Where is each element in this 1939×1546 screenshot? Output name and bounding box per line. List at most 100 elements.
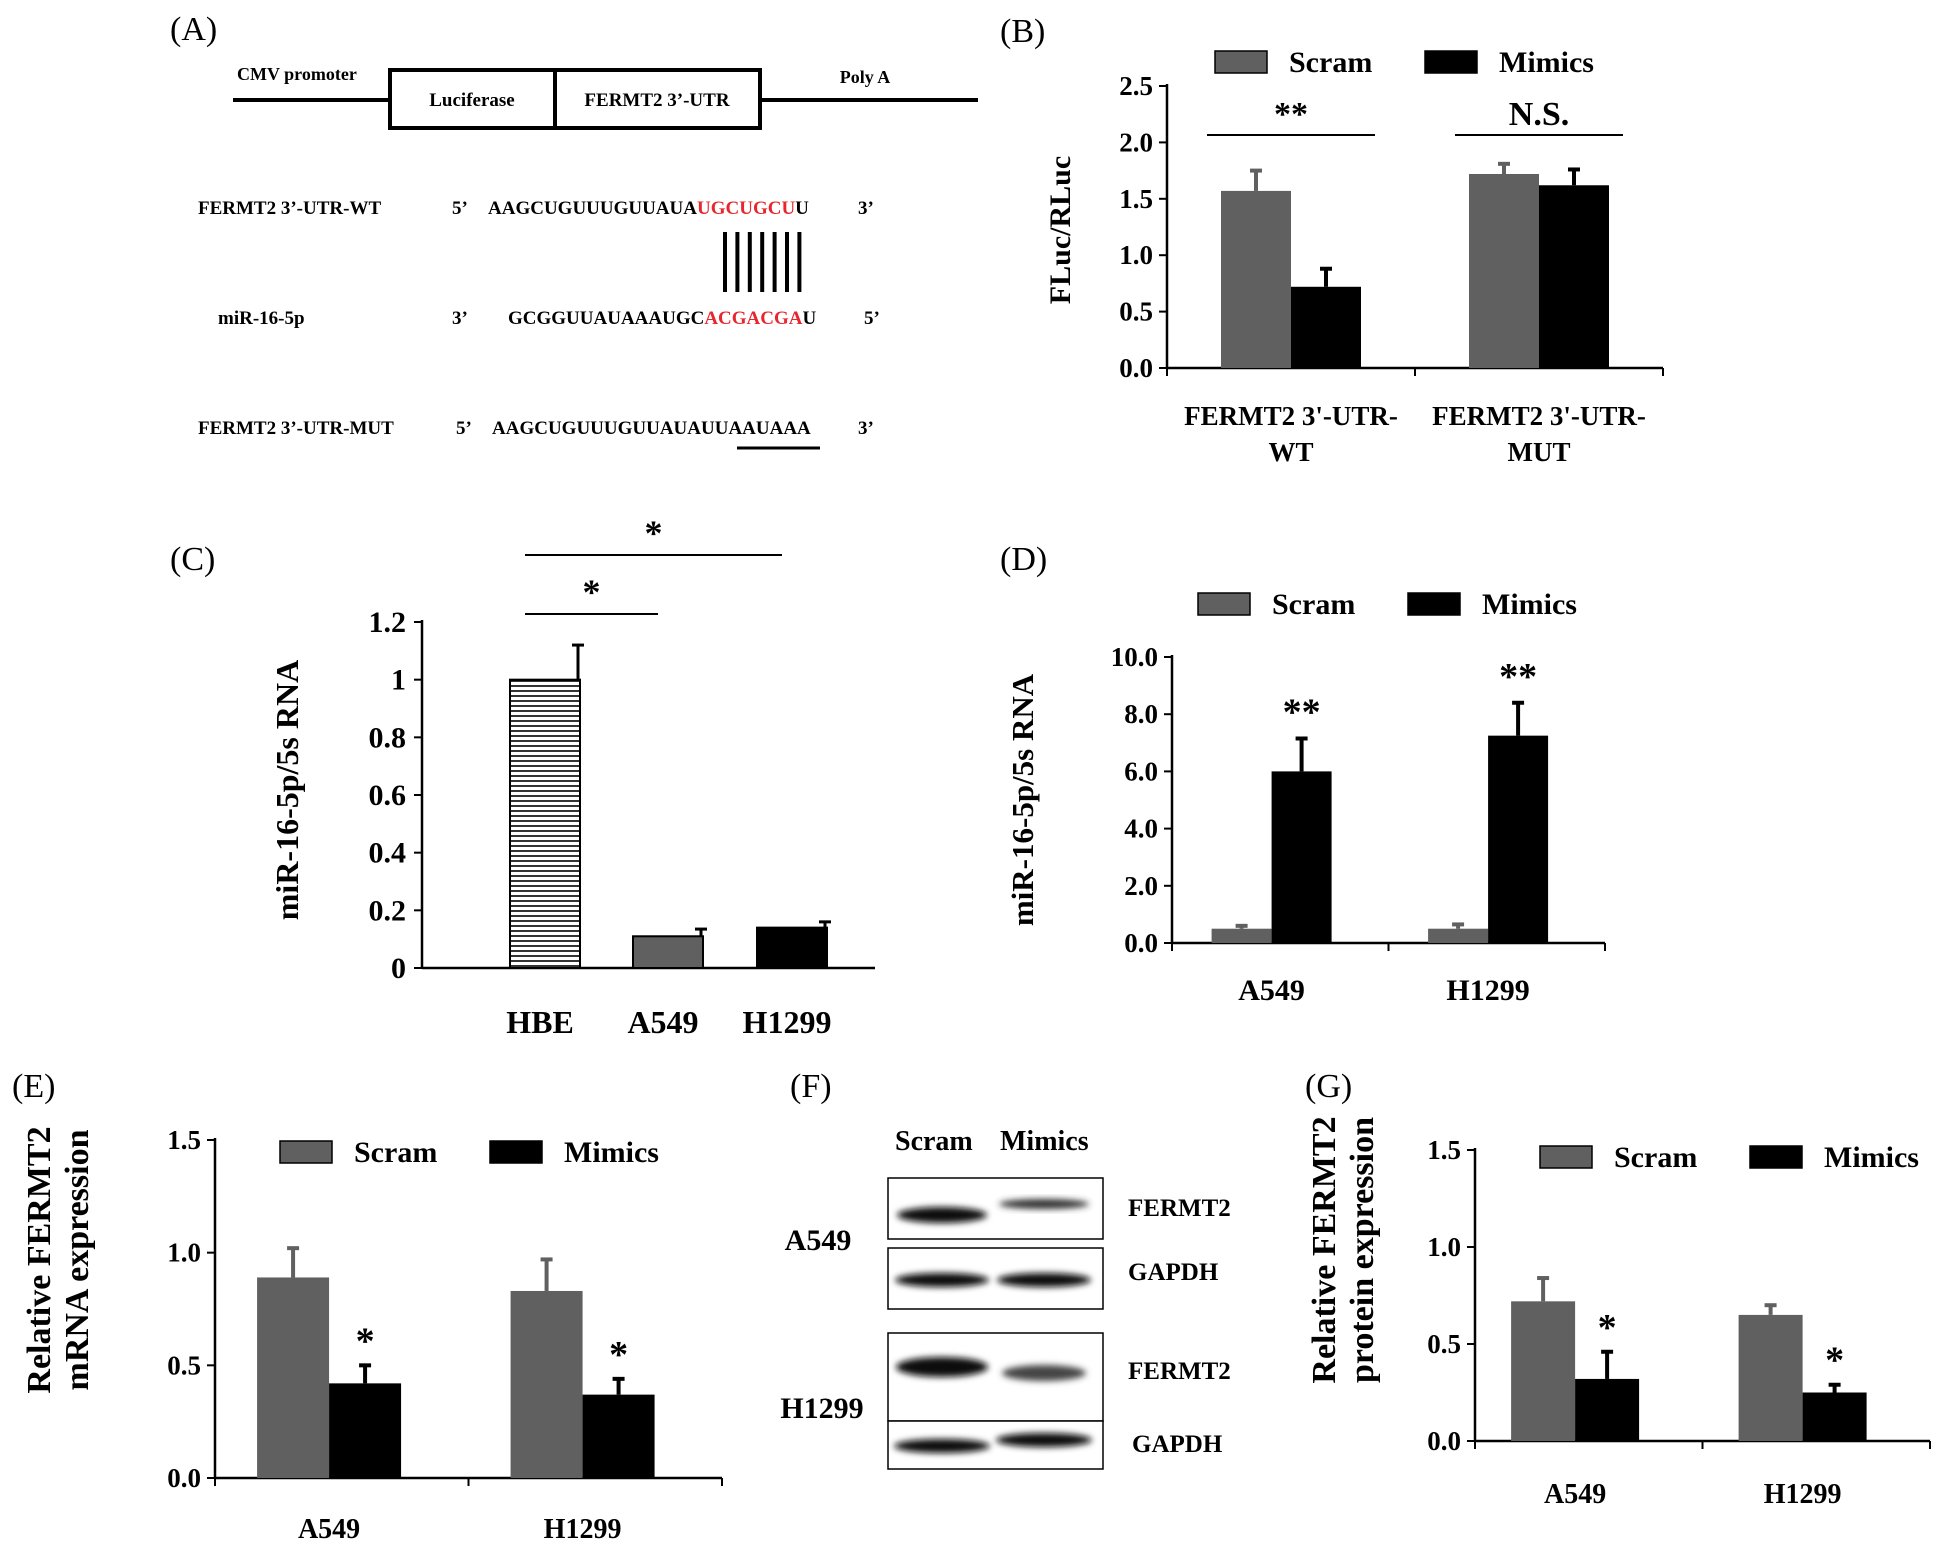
panel-a: (A) CMV promoter Luciferase FERMT2 3’-UT… xyxy=(170,11,978,450)
y-tick-label: 1.2 xyxy=(369,606,407,639)
legend-label-mimics: Mimics xyxy=(1824,1141,1919,1174)
y-tick-label: 0.2 xyxy=(369,894,407,927)
luciferase-label: Luciferase xyxy=(429,90,514,111)
y-tick-label: 0.8 xyxy=(369,721,407,754)
y-tick-label: 1.0 xyxy=(167,1238,201,1268)
blot-cell-a549: A549 xyxy=(785,1224,852,1257)
wt-seq-seed: UGCUGCU xyxy=(697,198,795,219)
y-tick-label: 1.0 xyxy=(1119,240,1153,270)
wt-end5: 5’ xyxy=(452,198,468,219)
x-category-label: A549 xyxy=(1544,1479,1606,1510)
panel-d-label: (D) xyxy=(1000,541,1047,578)
legend-label-scram: Scram xyxy=(354,1136,437,1169)
wt-end3: 3’ xyxy=(858,198,874,219)
band-h1299-gapdh-mimics xyxy=(996,1433,1092,1447)
panel-d-chart: (D) Scram Mimics 0.0 2.0 4.0 6.0 8.0 10.0 A549 H1… xyxy=(1000,541,1606,1007)
bar-scram-0 xyxy=(257,1277,330,1478)
band-a549-gapdh-scram xyxy=(895,1273,989,1287)
panel-e-chart: (E) Scram Mimics 0.0 0.5 1.0 1.5 A549 H1299 * * Re… xyxy=(12,1068,723,1545)
y-tick-label: 0.5 xyxy=(1427,1329,1461,1359)
y-axis-label: FLuc/RLuc xyxy=(1044,156,1077,304)
y-tick-label: 1.5 xyxy=(1427,1135,1461,1165)
bar-mimics-0 xyxy=(329,1383,402,1478)
legend-label-scram: Scram xyxy=(1289,46,1372,79)
base-pairing-lines xyxy=(723,232,802,292)
blot-col-scram: Scram xyxy=(895,1126,973,1157)
significance-label: * xyxy=(609,1334,628,1376)
legend-swatch-mimics xyxy=(1424,50,1478,74)
panel-b-chart: (B) Scram Mimics 0.0 0.5 1.0 1.5 2.0 2.5 FERMT2 … xyxy=(1000,13,1664,467)
band-h1299-fermt2-mimics xyxy=(1002,1365,1086,1381)
y-tick-label: 2.0 xyxy=(1124,871,1158,901)
construct-box xyxy=(388,68,762,130)
blot-a549-band2-label: GAPDH xyxy=(1128,1259,1219,1286)
legend-label-mimics: Mimics xyxy=(1482,588,1577,621)
x-category-label: FERMT2 3'-UTR- xyxy=(1432,401,1646,431)
y-tick-label: 0.0 xyxy=(1124,928,1158,958)
x-category-label: H1299 xyxy=(1764,1479,1842,1510)
y-tick-label: 4.0 xyxy=(1124,814,1158,844)
y-tick-label: 10.0 xyxy=(1111,642,1158,672)
significance-label: ** xyxy=(1283,692,1321,734)
mut-seq-pre: AAGCUGUUUGUUAUAU xyxy=(492,418,715,439)
band-h1299-fermt2-scram xyxy=(896,1357,988,1377)
wt-seq-post: U xyxy=(795,198,809,219)
y-tick-label: 2.5 xyxy=(1119,71,1153,101)
panel-c-label: (C) xyxy=(170,541,215,578)
legend-label-scram: Scram xyxy=(1272,588,1355,621)
y-axis-label: Relative FERMT2 xyxy=(1306,1116,1343,1383)
y-tick-label: 2.0 xyxy=(1119,127,1153,157)
blot-a549-band1-label: FERMT2 xyxy=(1128,1195,1231,1222)
x-category-label: HBE xyxy=(506,1004,574,1040)
panel-b-label: (B) xyxy=(1000,13,1045,50)
legend-label-scram: Scram xyxy=(1614,1141,1697,1174)
blot-col-mimics: Mimics xyxy=(1000,1126,1089,1157)
blot-h1299-band2-label: GAPDH xyxy=(1132,1431,1223,1458)
mir-end3: 3’ xyxy=(452,308,468,329)
panel-f-label: (F) xyxy=(790,1068,832,1105)
y-axis-label: protein expression xyxy=(1344,1117,1381,1383)
blot-h1299-band1-label: FERMT2 xyxy=(1128,1358,1231,1385)
y-tick-label: 0.0 xyxy=(167,1463,201,1493)
bar-scram-0 xyxy=(1221,190,1291,368)
significance-label: * xyxy=(1598,1307,1617,1349)
blot-cell-h1299: H1299 xyxy=(780,1392,863,1425)
panel-e-label: (E) xyxy=(12,1068,55,1105)
significance-label: N.S. xyxy=(1509,96,1569,133)
bar-mimics-1 xyxy=(1539,185,1609,368)
y-tick-label: 0.0 xyxy=(1119,353,1153,383)
bar-mimics-1 xyxy=(1802,1392,1867,1441)
x-category-label: A549 xyxy=(298,1514,360,1545)
comparison-label: * xyxy=(645,513,663,553)
y-tick-label: 8.0 xyxy=(1124,699,1158,729)
mut-sequence: AAGCUGUUUGUUAUAUUAAUAAA xyxy=(492,418,811,439)
panel-a-label: (A) xyxy=(170,11,217,48)
bar-h1299 xyxy=(756,926,828,970)
legend-swatch-scram xyxy=(1197,592,1251,616)
bar-scram-1 xyxy=(1469,173,1539,368)
mir-name: miR-16-5p xyxy=(218,308,305,329)
y-tick-label: 0.6 xyxy=(369,779,407,812)
y-tick-label: 1.5 xyxy=(1119,184,1153,214)
legend-swatch-scram xyxy=(1214,50,1268,74)
mir-sequence: GCGGUUAUAAAUGCACGACGAU xyxy=(508,308,817,329)
legend-swatch-scram xyxy=(1539,1145,1593,1169)
y-tick-label: 1 xyxy=(391,664,406,697)
bar-a549 xyxy=(632,935,704,969)
x-category-label: H1299 xyxy=(743,1004,832,1040)
x-category-label: MUT xyxy=(1508,437,1571,467)
mir-seq-post: U xyxy=(803,308,817,329)
y-tick-label: 6.0 xyxy=(1124,756,1158,786)
mir-end5: 5’ xyxy=(864,308,880,329)
mut-seq-mut: UAAUAAA xyxy=(715,418,811,439)
band-h1299-gapdh-scram xyxy=(894,1439,990,1453)
legend-label-mimics: Mimics xyxy=(1499,46,1594,79)
mut-end5: 5’ xyxy=(456,418,472,439)
panel-c-chart: (C) 0 0.2 0.4 0.6 0.8 1 1.2 HBE A549 H1299 * * miR-1… xyxy=(170,513,875,1040)
mut-name: FERMT2 3’-UTR-MUT xyxy=(198,418,394,439)
x-category-label: H1299 xyxy=(544,1514,622,1545)
legend-swatch-mimics xyxy=(489,1140,543,1164)
mut-end3: 3’ xyxy=(858,418,874,439)
bar-mimics-0 xyxy=(1575,1378,1640,1441)
